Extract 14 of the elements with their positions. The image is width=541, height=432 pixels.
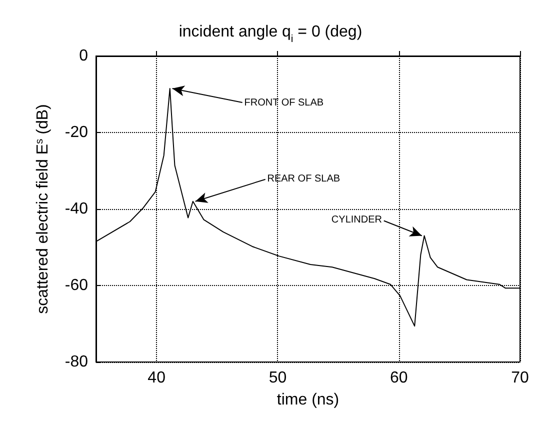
y-tick-label: -60: [64, 277, 88, 294]
y-axis-title: scattered electric field Es (dB): [34, 104, 52, 314]
annotation: CYLINDER: [331, 214, 382, 226]
y-tick-label: -40: [64, 200, 88, 218]
annotation: REAR OF SLAB: [267, 173, 340, 184]
x-tick-label: 60: [390, 370, 408, 386]
y-tick-label: 0: [79, 48, 88, 64]
annotation: FRONT OF SLAB: [244, 97, 324, 108]
x-axis-title: time (ns): [276, 392, 340, 408]
x-tick-label: 40: [148, 370, 166, 386]
y-tick-label: -20: [64, 124, 88, 141]
x-tick-label: 70: [511, 370, 529, 386]
x-tick-label: 50: [268, 370, 287, 386]
y-tick-label: -80: [64, 354, 88, 370]
